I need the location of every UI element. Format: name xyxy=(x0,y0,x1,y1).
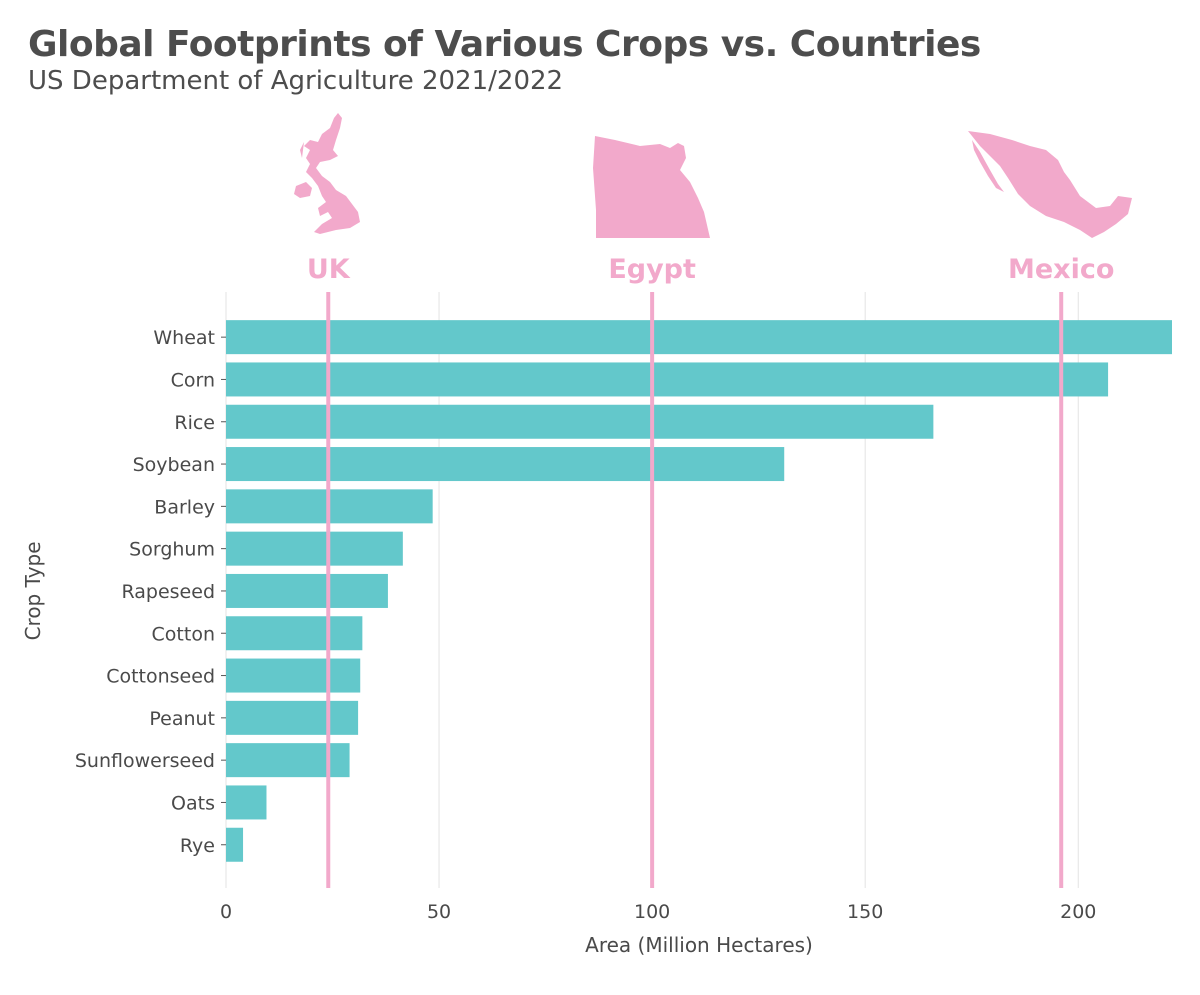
x-tick-label: 200 xyxy=(1060,901,1096,923)
mexico-map-icon xyxy=(968,131,1132,238)
y-axis-title: Crop Type xyxy=(21,541,45,640)
bar-soybean xyxy=(226,447,785,482)
country-label-mexico: Mexico xyxy=(1008,254,1114,285)
y-tick-label: Barley xyxy=(154,496,215,518)
y-tick-label: Peanut xyxy=(149,708,215,730)
chart-subtitle: US Department of Agriculture 2021/2022 xyxy=(28,66,564,96)
y-tick-label: Rye xyxy=(180,835,215,857)
y-tick-label: Cottonseed xyxy=(106,666,215,688)
bar-rye xyxy=(226,827,244,862)
bar-corn xyxy=(226,362,1109,397)
y-tick-label: Rice xyxy=(174,412,215,434)
x-axis-title: Area (Million Hectares) xyxy=(585,933,813,957)
bar-oats xyxy=(226,785,267,820)
bar-peanut xyxy=(226,700,359,735)
chart-title: Global Footprints of Various Crops vs. C… xyxy=(28,24,981,65)
x-tick-label: 150 xyxy=(847,901,883,923)
x-tick-labels: 0 50 100 150 200 xyxy=(220,901,1096,923)
x-tick-label: 50 xyxy=(427,901,451,923)
bar-cottonseed xyxy=(226,658,361,693)
y-tick-labels: Wheat Corn Rice Soybean Barley Sorghum Rapesee… xyxy=(75,327,226,857)
bar-sunflowerseed xyxy=(226,743,350,778)
y-tick-label: Wheat xyxy=(153,327,215,349)
y-tick-label: Cotton xyxy=(152,623,215,645)
bar-rice xyxy=(226,404,934,439)
country-label-egypt: Egypt xyxy=(608,254,696,285)
egypt-map-icon xyxy=(593,136,710,238)
y-tick-label: Soybean xyxy=(133,454,215,476)
x-tick-label: 100 xyxy=(634,901,670,923)
bar-wheat xyxy=(226,320,1172,355)
y-tick-label: Rapeseed xyxy=(121,581,215,603)
bar-sorghum xyxy=(226,531,403,566)
uk-map-icon xyxy=(294,113,360,234)
bar-cotton xyxy=(226,616,363,651)
y-tick-label: Sorghum xyxy=(129,539,215,561)
bar-rapeseed xyxy=(226,573,388,608)
x-tick-label: 0 xyxy=(220,901,232,923)
reference-lines xyxy=(326,292,1064,888)
y-tick-label: Corn xyxy=(171,369,215,391)
bars xyxy=(226,320,1172,862)
country-labels: UK Egypt Mexico xyxy=(307,254,1115,285)
y-tick-label: Oats xyxy=(171,792,215,814)
y-tick-label: Sunflowerseed xyxy=(75,750,215,772)
country-label-uk: UK xyxy=(307,254,351,285)
